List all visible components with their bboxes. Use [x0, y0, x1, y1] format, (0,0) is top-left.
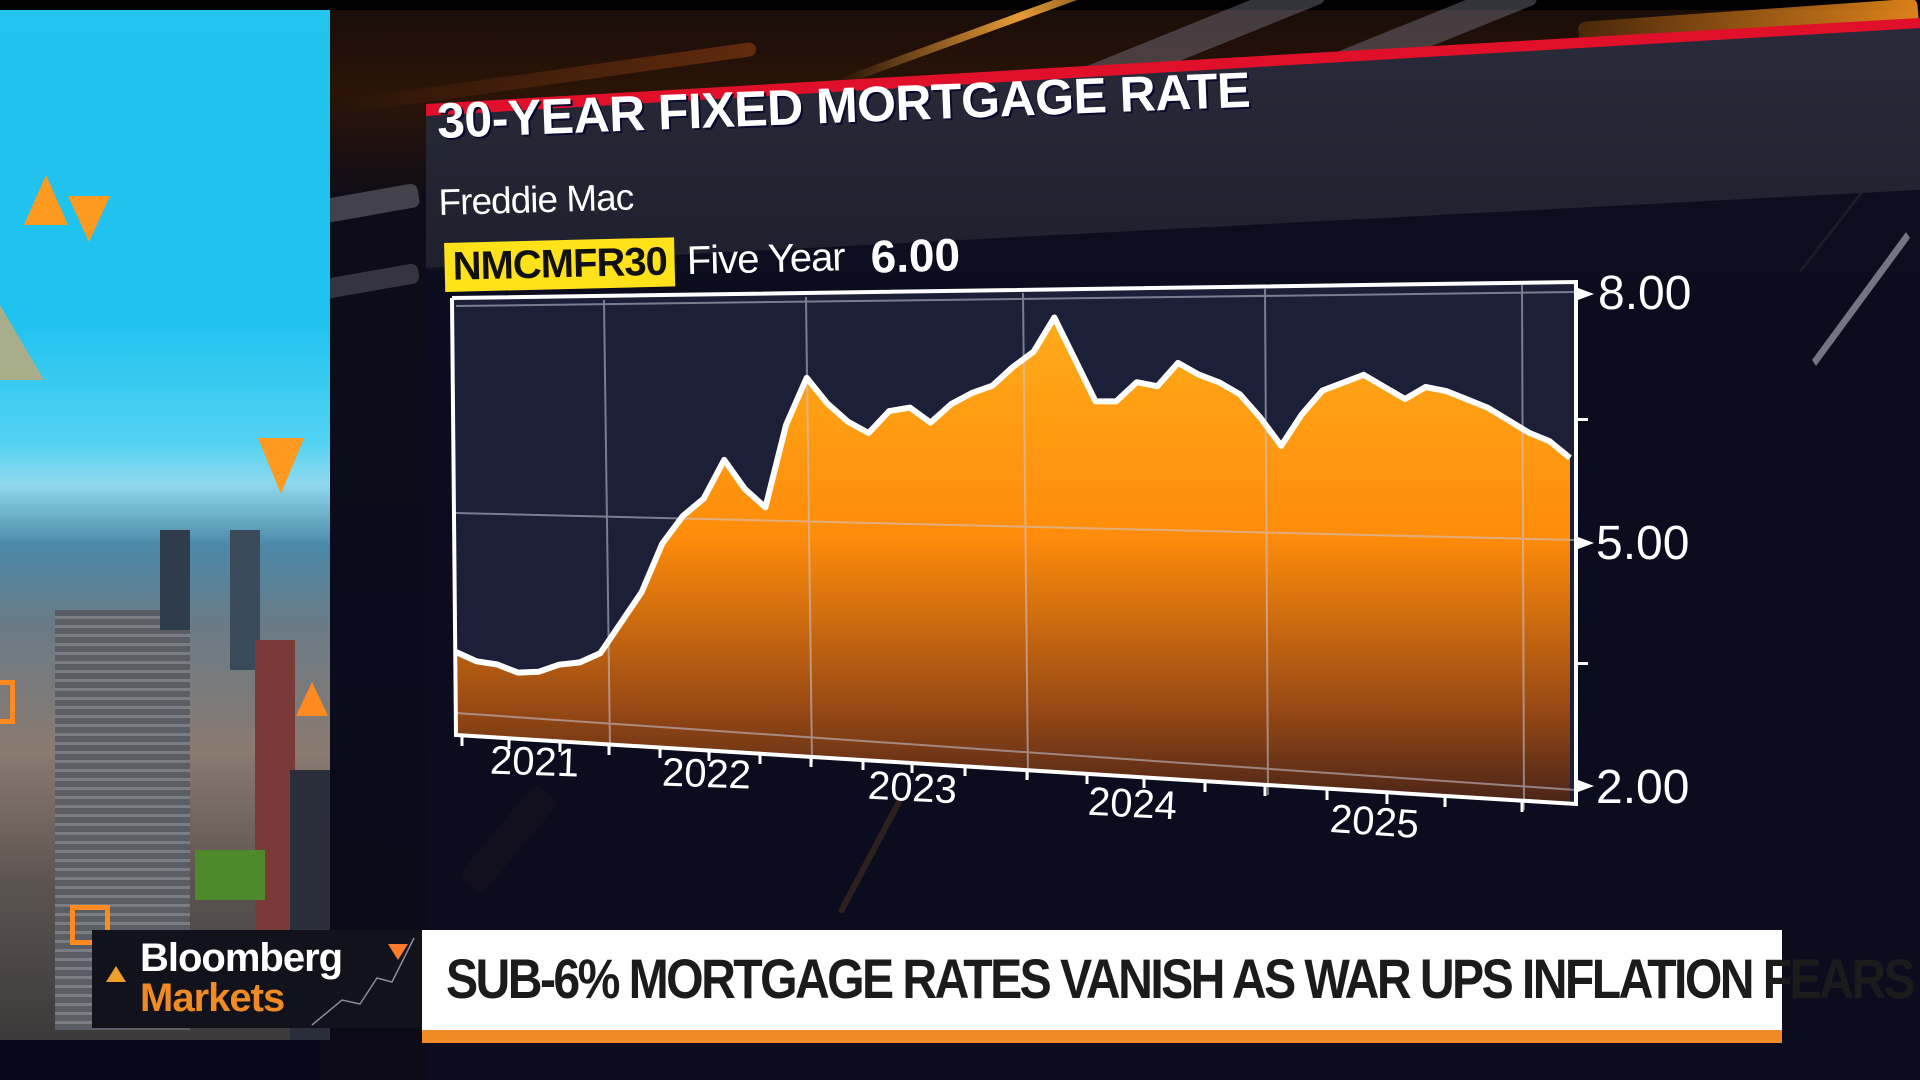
x-axis-ticks	[460, 736, 1524, 812]
x-axis-label: 2025	[1328, 796, 1421, 848]
orange-triangle-down-icon	[68, 196, 110, 242]
x-axis-label: 2021	[489, 738, 580, 786]
orange-square-outline-icon	[0, 680, 15, 724]
plot-frame	[450, 279, 1578, 807]
park-trees	[195, 850, 265, 900]
bloomberg-markets-logo: Bloomberg Markets	[92, 930, 422, 1028]
letterbox-top-left	[0, 0, 330, 10]
brand-name: Bloomberg	[140, 936, 343, 980]
x-axis-label: 2023	[866, 763, 959, 813]
headline-accent-bar	[422, 1030, 1782, 1043]
period-label: Five Year	[686, 234, 846, 283]
letterbox-top	[320, 0, 1920, 10]
orange-square-outline-icon	[70, 905, 110, 945]
chart-source: Freddie Mac	[438, 176, 634, 223]
orange-triangle-up-icon	[296, 682, 328, 716]
y-axis-label: 2.00	[1596, 761, 1690, 814]
y-axis-ticks	[1578, 288, 1594, 792]
ticker-badge: NMCMFR30	[444, 236, 676, 292]
area-series	[456, 317, 1570, 804]
orange-triangle-up-icon	[24, 175, 68, 225]
skyscraper	[160, 530, 190, 630]
last-value: 6.00	[869, 228, 961, 283]
y-axis-label: 8.00	[1598, 267, 1692, 320]
gridlines	[455, 284, 1577, 811]
orange-triangle-down-icon	[258, 438, 304, 494]
x-axis-label: 2024	[1086, 779, 1179, 829]
y-axis-label: 5.00	[1596, 517, 1690, 570]
city-skyline-image	[0, 10, 330, 1040]
headline-banner	[422, 930, 1782, 1030]
headline-text: SUB-6% MORTGAGE RATES VANISH AS WAR UPS …	[446, 947, 1916, 1010]
panel-red-border	[426, 18, 1920, 116]
series-line	[454, 314, 1572, 676]
faded-triangle-icon	[0, 305, 44, 380]
panel-header	[426, 24, 1920, 268]
sparkline-decor-icon	[106, 937, 415, 1026]
decor-line	[1812, 232, 1910, 366]
x-axis-label: 2022	[661, 750, 752, 798]
brand-show: Markets	[140, 976, 285, 1020]
